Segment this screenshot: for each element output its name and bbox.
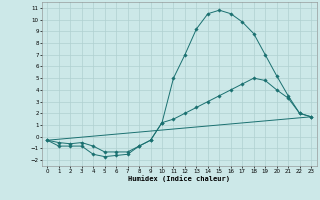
X-axis label: Humidex (Indice chaleur): Humidex (Indice chaleur) [128,175,230,182]
